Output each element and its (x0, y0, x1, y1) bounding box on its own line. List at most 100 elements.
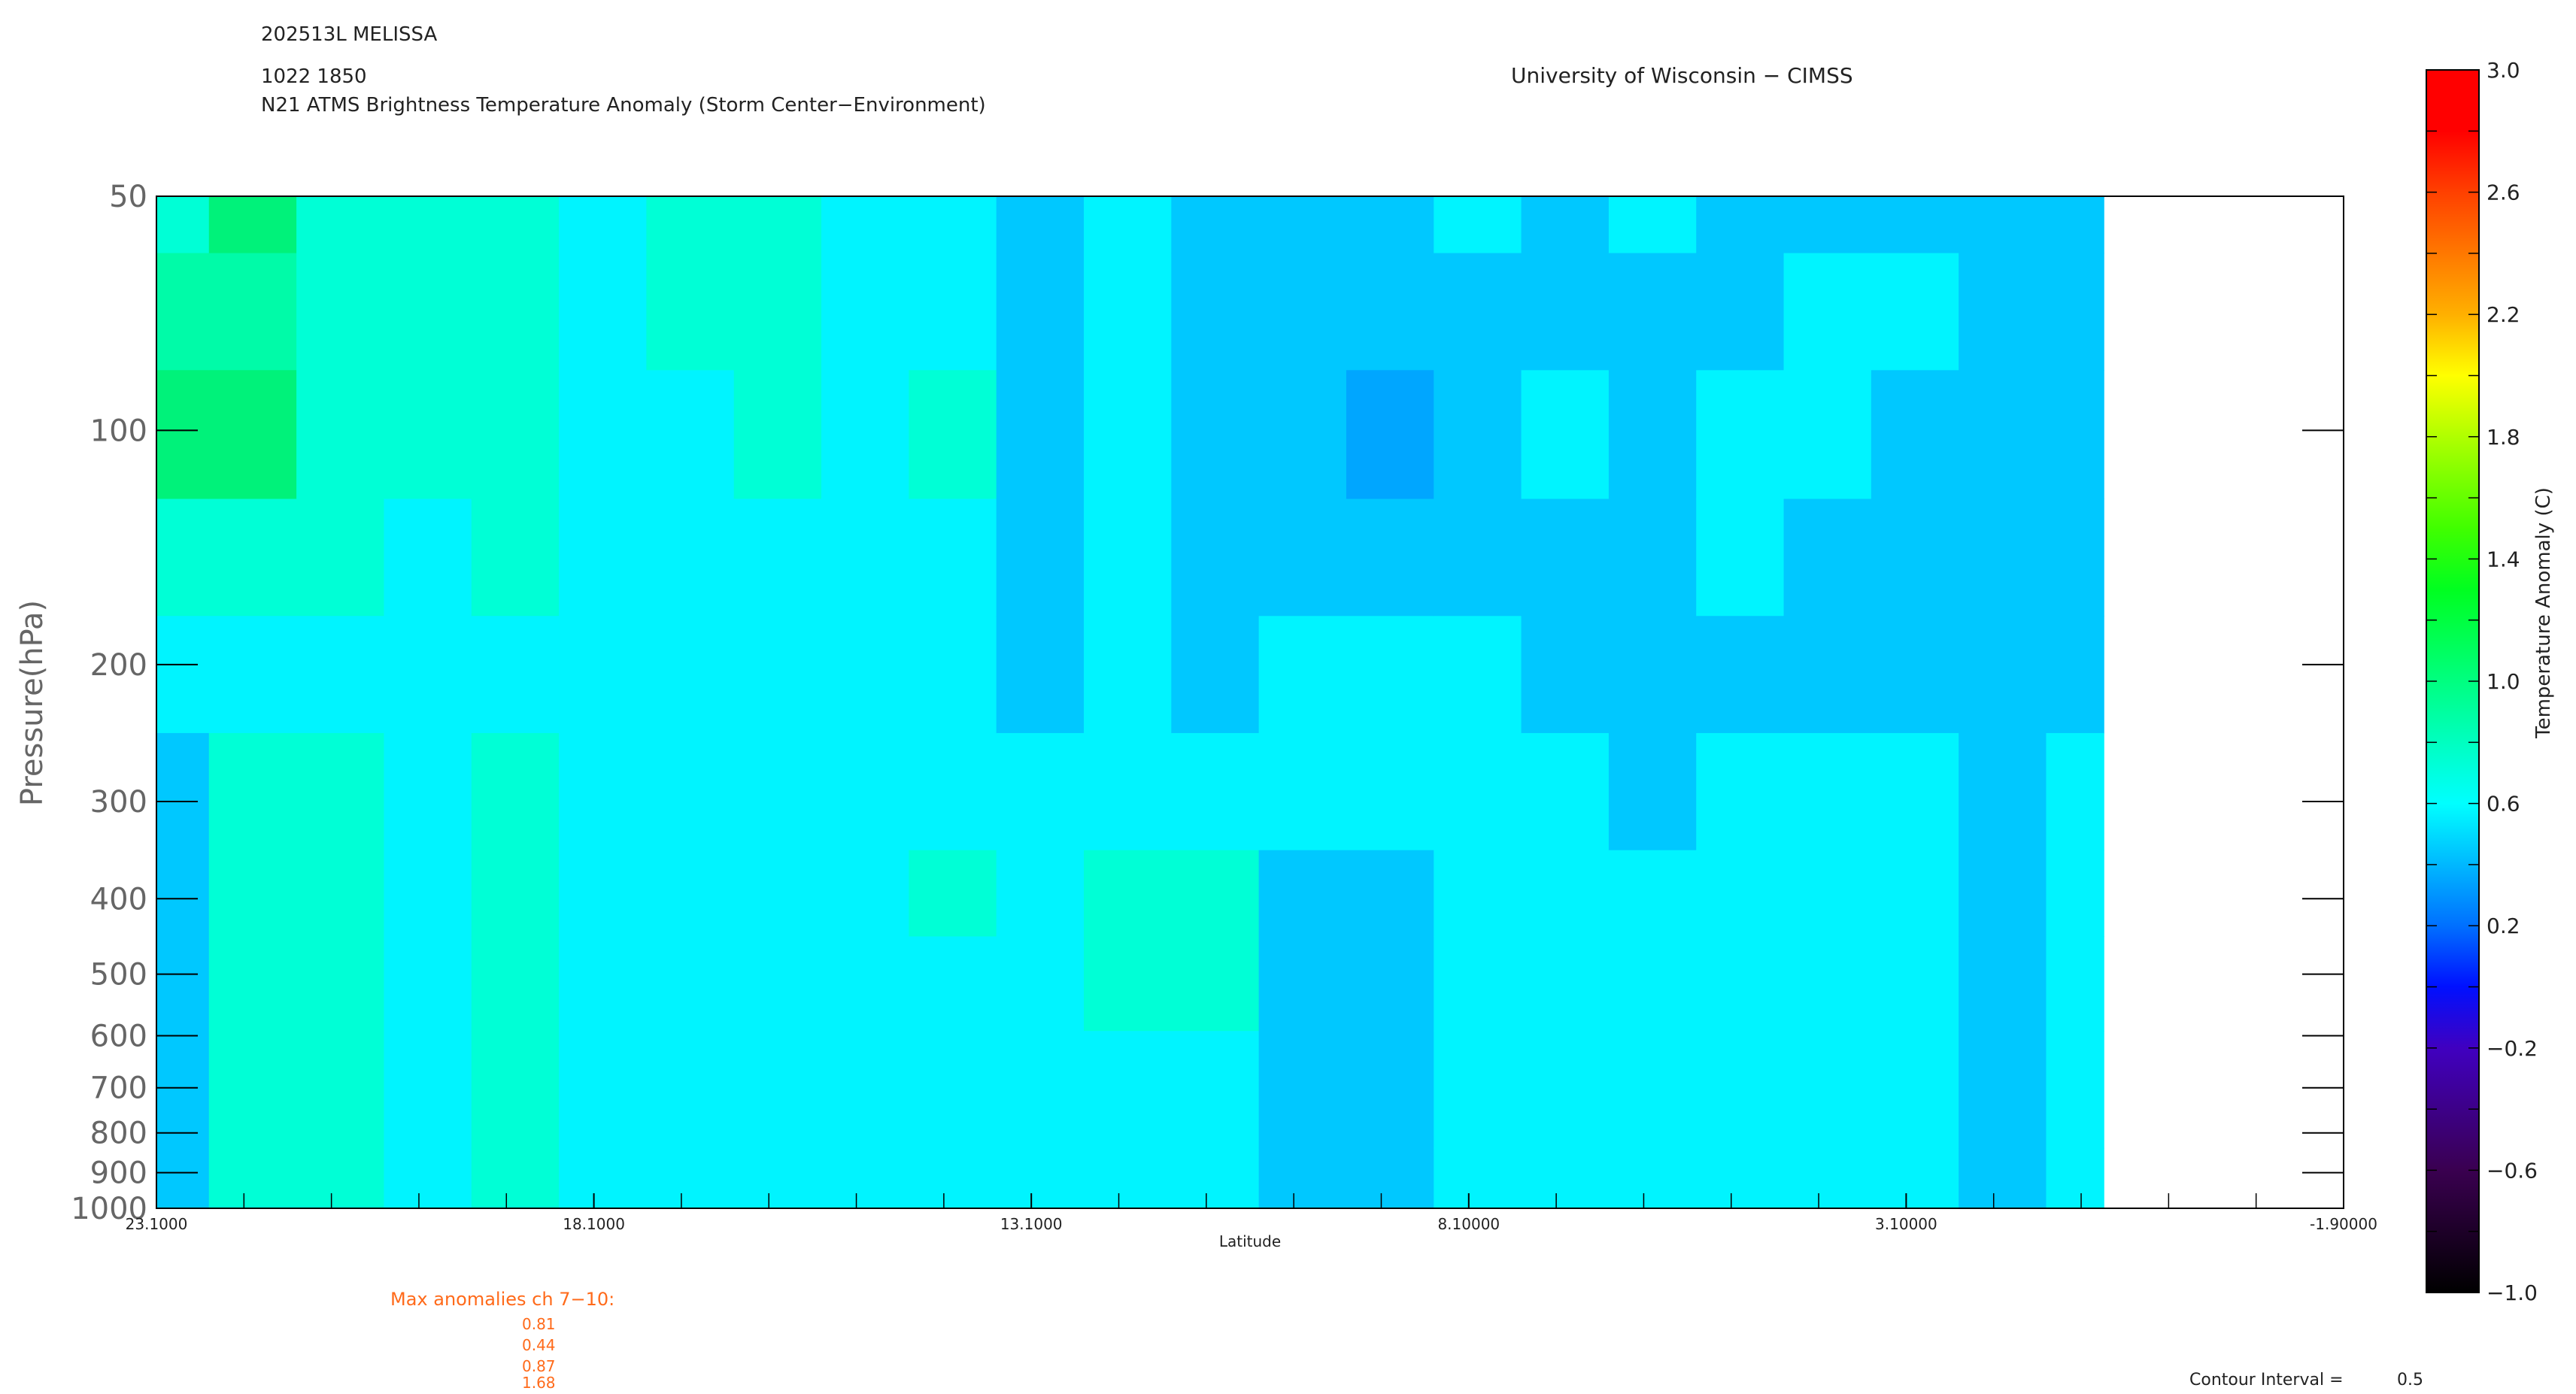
heatmap-cell (1696, 196, 1785, 254)
heatmap-cell (2046, 1031, 2104, 1149)
heatmap-cell (1783, 1031, 1872, 1149)
heatmap-cell (1346, 850, 1434, 937)
heatmap-cell (1434, 732, 1522, 851)
colorbar-tick-label: −1.0 (2486, 1280, 2538, 1305)
heatmap-cell (1521, 1031, 1610, 1149)
heatmap-cell (1346, 196, 1434, 254)
heatmap-cell (996, 1031, 1085, 1149)
heatmap-cell (559, 499, 647, 617)
heatmap-cell (1608, 936, 1697, 1032)
heatmap-cell (1434, 196, 1522, 254)
heatmap-cell (821, 499, 909, 617)
heatmap-cell (733, 732, 822, 851)
axes: 50 100 200 300 400 500 600 700 800 900100023.1000… (71, 180, 2377, 1233)
heatmap-cell (821, 732, 909, 851)
heatmap-cell (1959, 253, 2047, 371)
heatmap-cell (2046, 616, 2104, 734)
heatmap-cell (733, 1031, 822, 1149)
heatmap-cell (208, 616, 297, 734)
heatmap-cell (1258, 253, 1347, 371)
heatmap-cell (1521, 732, 1610, 851)
heatmap-cell (1258, 499, 1347, 617)
heatmap-cell (1608, 253, 1697, 371)
heatmap-cell (1521, 936, 1610, 1032)
heatmap-cell (471, 370, 560, 500)
max-anomaly-ch9: 0.87 (522, 1357, 556, 1375)
contour-interval-label: Contour Interval = (2189, 1371, 2344, 1389)
heatmap-cell (996, 936, 1085, 1032)
heatmap-cell (1871, 850, 1959, 937)
heatmap-cell (208, 1147, 297, 1209)
heatmap-cell (208, 253, 297, 371)
heatmap-cell (1258, 1031, 1347, 1149)
heatmap-cell (296, 1147, 384, 1209)
heatmap-cell (1959, 732, 2047, 851)
heatmap-cell (1871, 1031, 1959, 1149)
heatmap-cell (1171, 1147, 1260, 1209)
heatmap-cell (646, 850, 735, 937)
heatmap-cell (559, 196, 647, 254)
heatmap-cell (1959, 196, 2047, 254)
colorbar-tick-label: −0.2 (2486, 1036, 2538, 1061)
heatmap-cell (1258, 936, 1347, 1032)
heatmap-cell (1696, 616, 1785, 734)
heatmap-cell (156, 196, 210, 254)
heatmap-cell (471, 1147, 560, 1209)
heatmap-cell (1083, 616, 1172, 734)
heatmap-cell (296, 1031, 384, 1149)
heatmap-cell (1346, 370, 1434, 500)
heatmap-cell (1959, 370, 2047, 500)
heatmap-cell (1521, 1147, 1610, 1209)
heatmap-cell (296, 936, 384, 1032)
heatmap-cell (1783, 936, 1872, 1032)
heatmap-cell (2046, 1147, 2104, 1209)
heatmap-cell (1171, 1031, 1260, 1149)
heatmap-cell (1696, 936, 1785, 1032)
heatmap-cell (1521, 253, 1610, 371)
heatmap-cell (733, 253, 822, 371)
heatmap-cell (384, 936, 472, 1032)
heatmap-cell (384, 196, 472, 254)
heatmap-cell (471, 1031, 560, 1149)
heatmap-cell (296, 253, 384, 371)
colorbar-label: Temperature Anomaly (C) (2532, 487, 2555, 739)
y-axis-label: Pressure(hPa) (15, 600, 50, 806)
heatmap-cell (1696, 1147, 1785, 1209)
colorbar-tick-label: 0.2 (2486, 914, 2520, 938)
heatmap-cell (208, 732, 297, 851)
datetime-label: 1022 1850 (261, 65, 367, 88)
heatmap-cell (559, 936, 647, 1032)
heatmap-cell (1171, 850, 1260, 937)
heatmap-cell (821, 196, 909, 254)
heatmap-cell (1083, 850, 1172, 937)
heatmap-cell (384, 370, 472, 500)
heatmap-cell (296, 196, 384, 254)
heatmap-cell (646, 936, 735, 1032)
max-anomaly-ch7: 0.81 (522, 1315, 556, 1333)
heatmap-cell (1258, 850, 1347, 937)
y-tick-label: 700 (90, 1071, 147, 1106)
heatmap-cell (1871, 196, 1959, 254)
heatmap-cell (646, 499, 735, 617)
max-anomaly-ch10: 1.68 (522, 1374, 556, 1391)
heatmap-cell (1171, 196, 1260, 254)
heatmap-cell (384, 1031, 472, 1149)
heatmap-cell (1959, 1147, 2047, 1209)
max-anomaly-ch8: 0.44 (522, 1336, 556, 1354)
heatmap-cell (1434, 370, 1522, 500)
heatmap-cell (2046, 499, 2104, 617)
heatmap-cell (1258, 732, 1347, 851)
heatmap-cell (384, 1147, 472, 1209)
y-tick-label: 1000 (71, 1192, 147, 1226)
y-tick-label: 200 (90, 648, 147, 683)
x-tick-label: 18.1000 (563, 1215, 625, 1233)
heatmap-cell (1171, 499, 1260, 617)
heatmap-cell (208, 370, 297, 500)
heatmap-cell (1959, 936, 2047, 1032)
colorbar-tick-label: 1.0 (2486, 669, 2520, 694)
heatmap-cell (1083, 499, 1172, 617)
heatmap-cell (733, 936, 822, 1032)
heatmap-cell (1083, 196, 1172, 254)
heatmap-cell (821, 616, 909, 734)
